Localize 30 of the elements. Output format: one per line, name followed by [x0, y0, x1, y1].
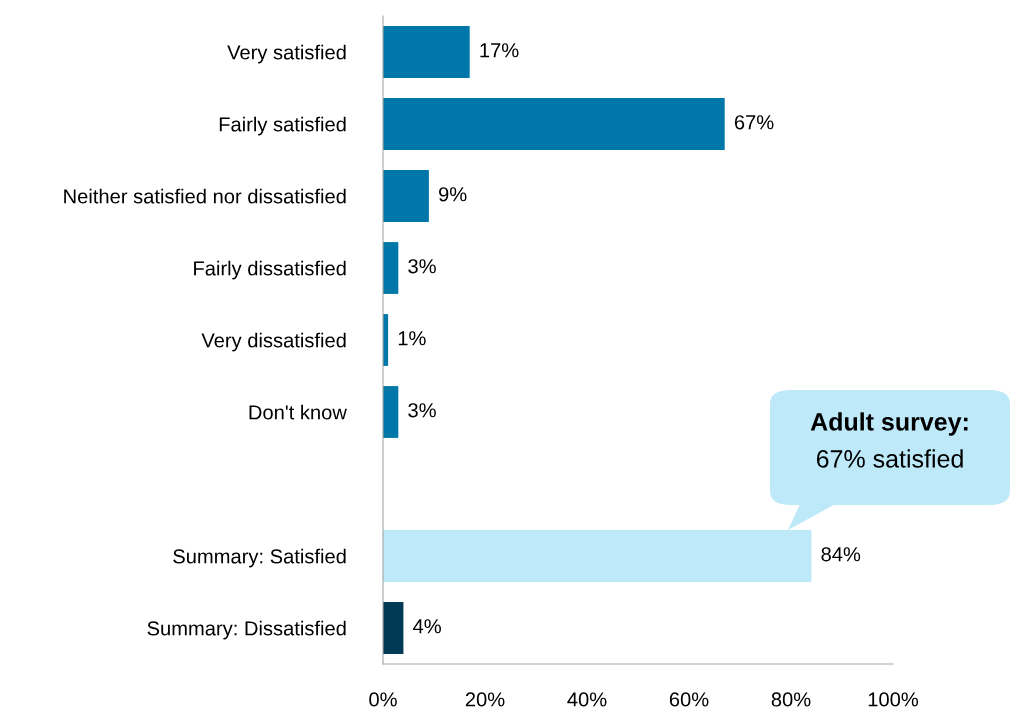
data-label: 4%	[413, 619, 441, 634]
bar	[383, 26, 470, 78]
y-tick-label: Summary: Satisfied	[173, 548, 346, 568]
data-label: 3%	[408, 403, 436, 418]
annotation: Adult survey:	[810, 412, 968, 436]
x-tick-label: 40%	[567, 692, 607, 707]
bar	[383, 386, 399, 438]
y-tick-label: Fairly satisfied	[219, 116, 346, 136]
bar	[383, 602, 404, 654]
data-label: 3%	[408, 259, 436, 274]
bar	[383, 98, 725, 150]
x-tick-label: 20%	[465, 692, 505, 707]
bar	[383, 242, 399, 294]
x-tick-label: 80%	[771, 692, 811, 707]
y-tick-label: Very satisfied	[227, 44, 346, 64]
data-label: 84%	[821, 547, 861, 562]
y-tick-label: Fairly dissatisfied	[194, 260, 346, 280]
y-tick-label: Don't know	[249, 404, 347, 420]
data-label: 9%	[439, 187, 467, 202]
y-tick-label: Neither satisfied nor dissatisfied	[64, 188, 346, 204]
data-label: 67%	[734, 115, 774, 130]
bar	[383, 170, 429, 222]
y-tick-label: Very dissatisfied	[201, 332, 346, 352]
data-label: 17%	[480, 43, 519, 58]
data-label: 1%	[398, 331, 426, 346]
x-tick-label: 0%	[369, 692, 397, 707]
annotation: 67% satisfied	[816, 449, 963, 468]
x-tick-label: 60%	[669, 692, 709, 707]
x-tick-label: 100%	[868, 692, 919, 707]
y-tick-label: Summary: Dissatisfied	[147, 620, 346, 640]
